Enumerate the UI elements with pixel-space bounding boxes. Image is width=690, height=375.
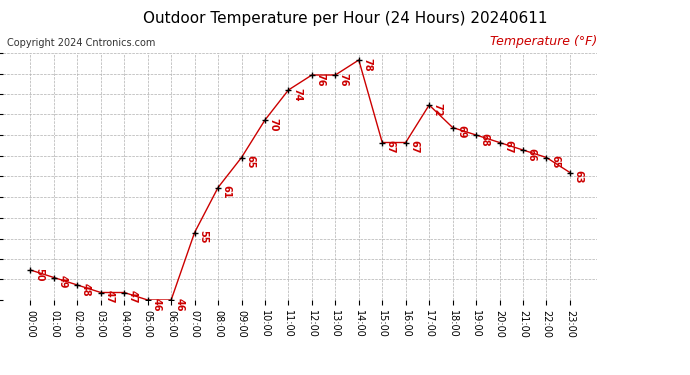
- Text: 72: 72: [433, 103, 443, 116]
- Text: 67: 67: [503, 140, 513, 154]
- Text: 46: 46: [175, 298, 185, 311]
- Text: 65: 65: [550, 155, 560, 169]
- Text: 47: 47: [128, 290, 138, 304]
- Text: 46: 46: [151, 298, 161, 311]
- Text: 48: 48: [81, 283, 91, 296]
- Text: 76: 76: [315, 73, 326, 86]
- Text: 49: 49: [57, 275, 68, 289]
- Text: 55: 55: [198, 230, 208, 244]
- Text: 47: 47: [104, 290, 115, 304]
- Text: 69: 69: [456, 125, 466, 139]
- Text: 65: 65: [245, 155, 255, 169]
- Text: 50: 50: [34, 268, 44, 281]
- Text: 66: 66: [526, 148, 537, 161]
- Text: 63: 63: [573, 170, 584, 184]
- Text: 76: 76: [339, 73, 349, 86]
- Text: Outdoor Temperature per Hour (24 Hours) 20240611: Outdoor Temperature per Hour (24 Hours) …: [143, 11, 547, 26]
- Text: 67: 67: [409, 140, 420, 154]
- Text: 68: 68: [480, 133, 490, 146]
- Text: Copyright 2024 Cntronics.com: Copyright 2024 Cntronics.com: [7, 38, 155, 48]
- Text: 78: 78: [362, 58, 373, 71]
- Text: 61: 61: [221, 185, 232, 199]
- Text: 70: 70: [268, 118, 279, 131]
- Text: 74: 74: [292, 88, 302, 101]
- Text: 67: 67: [386, 140, 396, 154]
- Text: Temperature (°F): Temperature (°F): [490, 34, 597, 48]
